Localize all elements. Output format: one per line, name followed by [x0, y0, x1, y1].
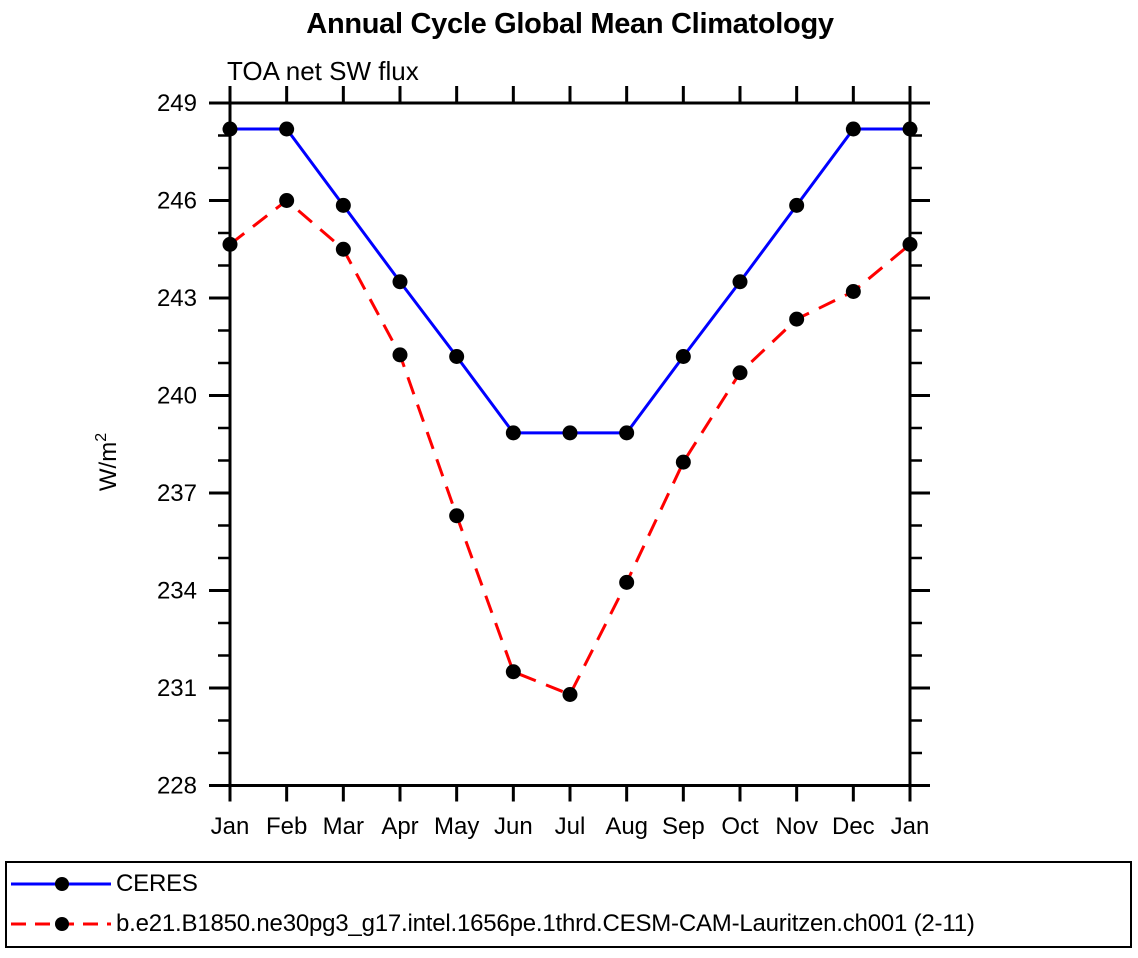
ceres-line-sample	[11, 877, 111, 891]
data-point-marker	[449, 508, 465, 524]
data-point-marker	[279, 121, 295, 137]
x-tick-label: Jan	[891, 813, 930, 840]
data-point-marker	[505, 664, 521, 680]
plot-frame	[228, 101, 912, 787]
x-tick-label: Sep	[662, 813, 705, 840]
y-tick-label: 237	[157, 480, 197, 507]
data-point-marker	[222, 121, 238, 137]
series-line-0	[230, 127, 910, 435]
legend-marker-dot	[55, 877, 69, 891]
x-tick-label: Oct	[721, 813, 759, 840]
y-tick-label: 246	[157, 188, 197, 215]
y-tick-label: 231	[157, 675, 197, 702]
data-point-marker	[732, 365, 748, 381]
data-point-marker	[845, 284, 861, 299]
legend-box: CERES b.e21.B1850.ne30pg3_g17.intel.1656…	[5, 861, 1132, 948]
data-point-marker	[619, 574, 635, 590]
legend-label-model: b.e21.B1850.ne30pg3_g17.intel.1656pe.1th…	[116, 910, 975, 937]
data-point-marker	[505, 425, 521, 441]
data-point-marker	[732, 274, 748, 290]
legend-marker-dot	[55, 917, 69, 931]
data-point-marker	[392, 274, 408, 290]
x-tick-label: Nov	[775, 813, 818, 840]
data-point-marker	[845, 121, 861, 137]
plot-area: Jan Feb Mar Apr May Jun Jul Aug Sep Oct Nov Dec Jan 2…	[93, 86, 930, 840]
data-point-marker	[902, 121, 918, 137]
x-tick-label: Jan	[211, 813, 250, 840]
legend-label-ceres: CERES	[116, 870, 198, 897]
data-point-marker	[902, 236, 918, 252]
data-point-marker	[335, 241, 351, 257]
data-point-marker	[789, 197, 805, 213]
chart-subtitle: TOA net SW flux	[227, 56, 419, 86]
legend-item-ceres: CERES	[11, 864, 198, 904]
y-tick-label: 249	[157, 90, 197, 117]
data-point-marker	[675, 349, 691, 364]
data-point-marker	[392, 347, 408, 363]
x-tick-label: May	[434, 813, 479, 840]
data-point-marker	[335, 197, 351, 213]
series-line-1	[229, 198, 911, 697]
data-point-marker	[222, 236, 238, 252]
y-tick-label: 243	[157, 285, 197, 312]
y-tick-label: 228	[157, 773, 197, 800]
data-point-marker	[562, 425, 578, 441]
data-point-marker	[562, 687, 578, 702]
x-tick-label: Feb	[266, 813, 307, 840]
x-tick-label: Dec	[832, 813, 875, 840]
legend-item-model: b.e21.B1850.ne30pg3_g17.intel.1656pe.1th…	[11, 904, 975, 944]
y-tick-label: 234	[157, 578, 197, 605]
data-point-marker	[279, 193, 295, 208]
x-tick-label: Jun	[494, 813, 533, 840]
model-line-sample	[11, 917, 111, 931]
x-tick-label: Mar	[323, 813, 364, 840]
data-point-marker	[675, 454, 691, 470]
data-point-marker	[619, 425, 635, 441]
x-tick-label: Jul	[555, 813, 586, 840]
data-point-marker	[789, 311, 805, 327]
chart-title: Annual Cycle Global Mean Climatology	[306, 8, 834, 40]
y-tick-label: 240	[157, 383, 197, 410]
y-axis-title: W/m2	[93, 433, 122, 491]
x-tick-label: Apr	[381, 813, 418, 840]
x-tick-label: Aug	[605, 813, 648, 840]
data-point-marker	[449, 349, 465, 364]
